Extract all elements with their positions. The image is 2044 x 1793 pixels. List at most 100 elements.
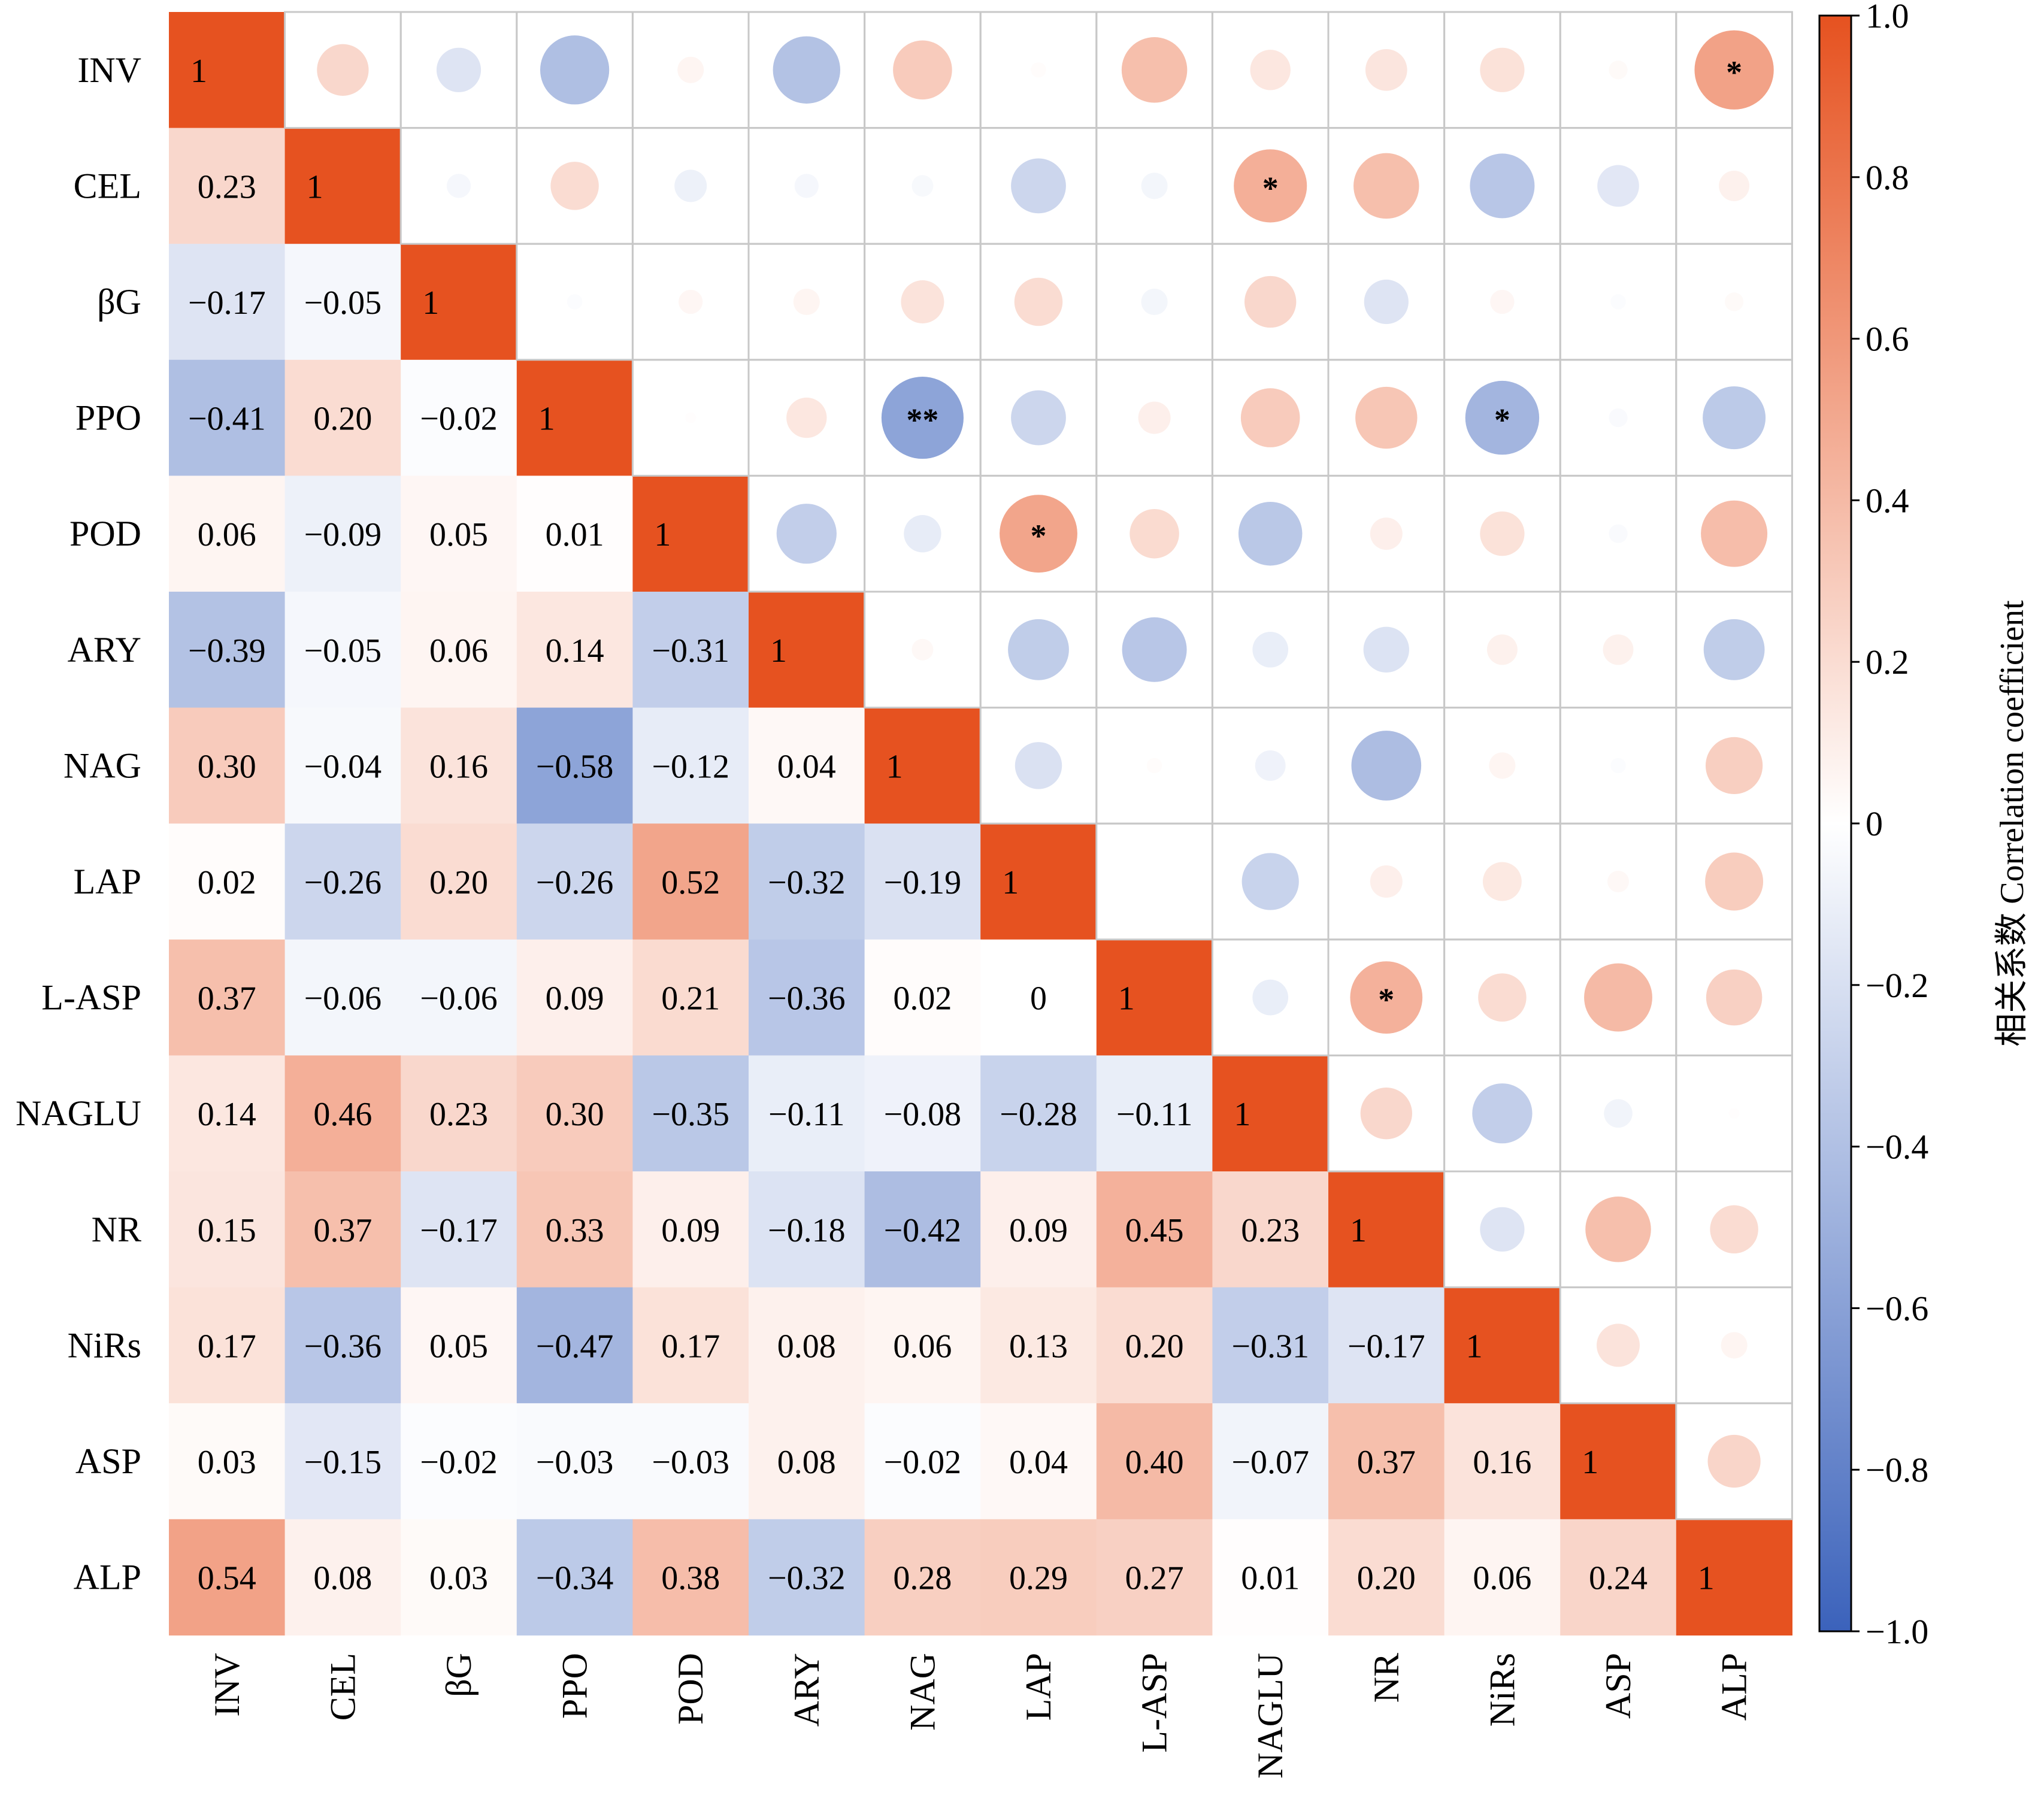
- heatmap-cell: [401, 475, 517, 592]
- coefficient-label: 0.09: [1009, 1212, 1068, 1249]
- heatmap-cell: [516, 1403, 633, 1520]
- colorbar-tick-label: −0.8: [1866, 1450, 1928, 1489]
- heatmap-cell: [401, 1055, 517, 1172]
- heatmap-cell: [749, 592, 865, 708]
- heatmap-cell: [864, 1519, 981, 1635]
- coefficient-label: −0.39: [188, 632, 266, 670]
- coefficient-label: −0.41: [188, 401, 266, 438]
- heatmap-cell: [632, 707, 749, 824]
- coefficient-label: −0.15: [304, 1444, 382, 1481]
- coefficient-label: 1: [654, 516, 671, 553]
- colorbar-tick-label: 0.8: [1866, 158, 1909, 197]
- coefficient-label: 0.23: [1241, 1212, 1300, 1249]
- coefficient-label: 0.09: [546, 980, 604, 1017]
- coefficient-label: 0.14: [546, 632, 604, 670]
- coefficient-label: 0.33: [546, 1212, 604, 1249]
- coefficient-label: 0.06: [1473, 1560, 1531, 1597]
- correlation-circle: [1353, 153, 1419, 219]
- coefficient-label: −0.05: [304, 284, 382, 322]
- heatmap-cell: [169, 359, 286, 476]
- heatmap-cell: [1328, 1403, 1445, 1520]
- coefficient-label: 0.15: [198, 1212, 256, 1249]
- row-label: NAG: [63, 746, 141, 785]
- correlation-circle: [1609, 60, 1628, 80]
- heatmap-cell: [1676, 1519, 1792, 1635]
- significance-mark: *: [1031, 518, 1047, 554]
- coefficient-label: 0.40: [1125, 1444, 1184, 1481]
- column-label: L-ASP: [1135, 1653, 1174, 1753]
- correlation-circle: [1350, 961, 1423, 1034]
- correlation-circle: [893, 40, 952, 100]
- correlation-circle: [1122, 617, 1187, 682]
- correlation-circle: [685, 412, 697, 423]
- heatmap-cell: [1444, 1403, 1561, 1520]
- heatmap-cell: [632, 1403, 749, 1520]
- correlation-circle: [1008, 619, 1069, 680]
- heatmap-cell: [749, 939, 865, 1056]
- column-label: ALP: [1715, 1653, 1754, 1721]
- correlation-circle: [1694, 30, 1774, 110]
- heatmap-cell: [1328, 1287, 1445, 1404]
- correlation-circle: [1703, 386, 1766, 450]
- correlation-circle: [1480, 47, 1525, 92]
- colorbar-tick-label: 1.0: [1866, 0, 1909, 35]
- correlation-circle: [901, 280, 944, 323]
- heatmap-cell: [1096, 1287, 1213, 1404]
- correlation-circle: [1244, 275, 1297, 328]
- correlation-circle: [1470, 153, 1535, 219]
- coefficient-label: 0.30: [546, 1096, 604, 1133]
- coefficient-label: 0.01: [1241, 1560, 1300, 1597]
- coefficient-label: 0.02: [893, 980, 952, 1017]
- heatmap-cell: [749, 1519, 865, 1635]
- heatmap-cell: [1096, 939, 1213, 1056]
- coefficient-label: 0.45: [1125, 1212, 1184, 1249]
- coefficient-label: −0.03: [536, 1444, 614, 1481]
- coefficient-label: 0.06: [198, 516, 256, 553]
- heatmap-cell: [749, 1171, 865, 1288]
- heatmap-cell: [1212, 1055, 1329, 1172]
- colorbar: 1.0 0.8 0.6 0.4 0.2 0 −0.2 −0.4 −0.6 −0.8 −1.0 相关系…: [1818, 0, 2031, 1651]
- coefficient-label: −0.02: [420, 1444, 498, 1481]
- correlation-circle: [1255, 750, 1286, 781]
- correlation-circle: [794, 174, 819, 198]
- row-label: PPO: [75, 398, 141, 438]
- correlation-circle: [1609, 408, 1628, 428]
- column-label: INV: [207, 1653, 247, 1717]
- coefficient-label: −0.02: [420, 401, 498, 438]
- heatmap-cell: [1096, 1055, 1213, 1172]
- coefficient-label: 0.08: [777, 1444, 836, 1481]
- row-labels: INV CEL βG PPO POD ARY NAG LAP L-ASP NAGLU NR NiRs A…: [16, 50, 141, 1597]
- correlation-circle: [1705, 852, 1764, 911]
- heatmap-cell: [1560, 1403, 1677, 1520]
- heatmap-cell: [516, 707, 633, 824]
- heatmap-cell: [980, 1171, 1097, 1288]
- coefficient-label: −0.11: [768, 1096, 845, 1133]
- heatmap-cell: [401, 707, 517, 824]
- colorbar-tick-label: 0.4: [1866, 481, 1909, 520]
- heatmap-cell: [169, 939, 286, 1056]
- heatmap-cell: [516, 1519, 633, 1635]
- heatmap-cell: [1328, 1171, 1445, 1288]
- correlation-circle: [1706, 969, 1763, 1026]
- coefficient-label: 1: [1118, 980, 1135, 1017]
- coefficient-label: −0.31: [652, 632, 729, 670]
- column-label: NR: [1367, 1653, 1406, 1703]
- correlation-circle: [1011, 158, 1066, 214]
- heatmap-cell: [401, 939, 517, 1056]
- coefficient-label: −0.19: [884, 864, 962, 901]
- correlation-circle: [1252, 979, 1289, 1016]
- correlation-circle: [1141, 172, 1168, 199]
- coefficient-label: 0.01: [546, 516, 604, 553]
- heatmap-cell: [980, 1403, 1097, 1520]
- coefficient-label: −0.06: [304, 980, 382, 1017]
- row-label: LAP: [74, 862, 141, 901]
- correlation-circle: [1597, 165, 1639, 207]
- correlation-circle: [1728, 1108, 1740, 1119]
- column-label: ARY: [787, 1653, 826, 1727]
- correlation-circle: [776, 504, 837, 564]
- coefficient-label: −0.58: [536, 748, 614, 785]
- coefficient-labels: 1 0.23 1 −0.17 −0.05 1 −0.41 0.20 −0.02 1 0.06 −0.0…: [188, 53, 1715, 1597]
- heatmap-cell: [632, 1519, 749, 1635]
- correlation-circle: [1482, 862, 1522, 901]
- correlation-circle: [1604, 1099, 1633, 1128]
